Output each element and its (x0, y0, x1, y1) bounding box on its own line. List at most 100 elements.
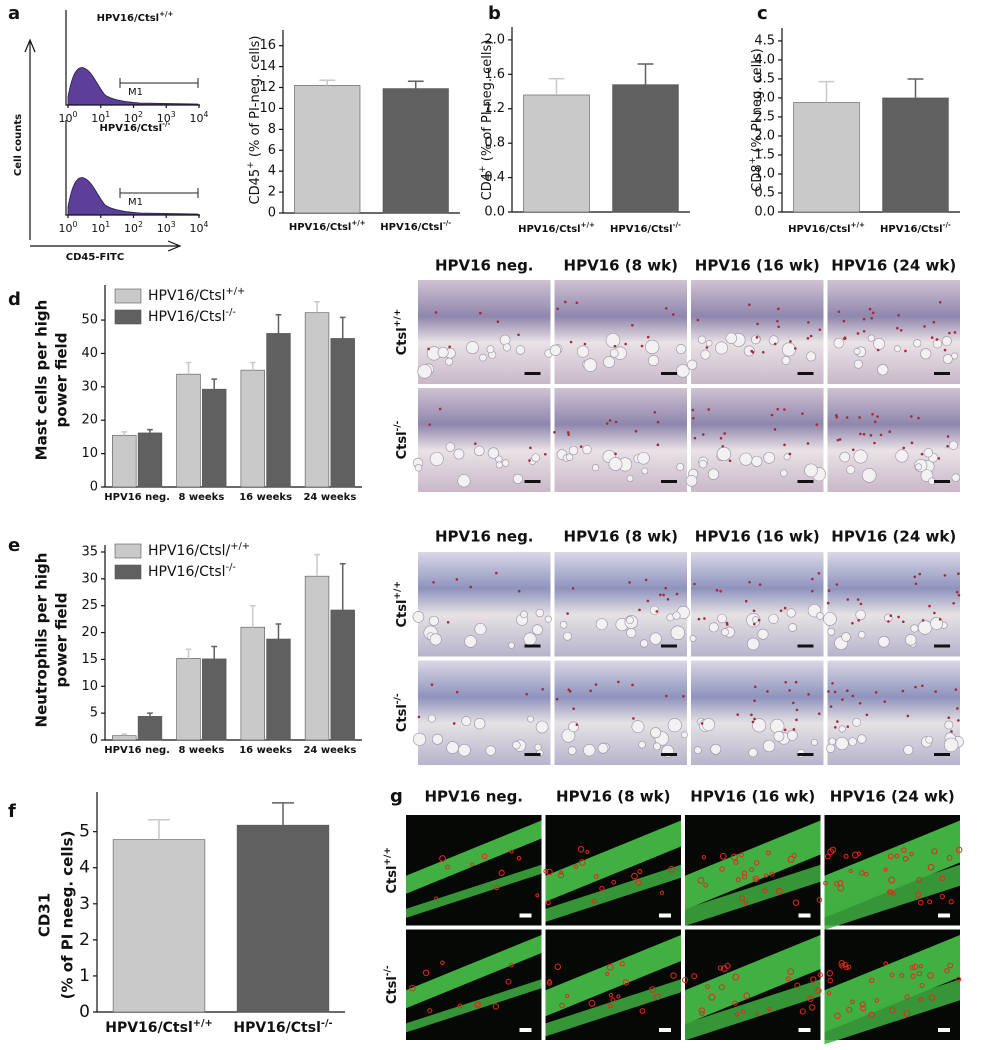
vessel (732, 973, 740, 981)
vessel (809, 1004, 816, 1011)
stained-cell (901, 689, 905, 693)
x-tick-label-text: HPV16/Ctsl (289, 222, 352, 233)
stained-cell (843, 336, 847, 339)
stained-cell (452, 722, 456, 725)
panel-letter: d (8, 289, 21, 310)
fat-cell (786, 608, 796, 618)
vessel (869, 977, 875, 984)
y-tick-label: 25 (81, 598, 98, 613)
stained-cell (715, 588, 719, 592)
y-tick-label: 1.2 (484, 101, 505, 116)
stained-cell (693, 582, 696, 586)
vessel (578, 859, 586, 866)
panel-letter: g (390, 786, 403, 807)
stained-cell (757, 618, 761, 622)
fat-cell (445, 442, 456, 452)
vessel (573, 864, 579, 869)
legend-label-sup: +/+ (226, 286, 246, 297)
vessel (817, 972, 823, 978)
vessel (611, 879, 617, 885)
stained-cell (697, 617, 701, 621)
x-tick-label: 102 (124, 220, 143, 236)
stained-cell (932, 320, 936, 324)
legend-swatch (114, 309, 142, 325)
fat-cell (431, 733, 443, 745)
fat-cell (567, 746, 577, 755)
stained-cell (469, 585, 473, 589)
stained-cell (758, 583, 762, 586)
fat-cell (773, 730, 785, 742)
fat-cell (739, 452, 753, 466)
y-label: Neutrophils per high (33, 553, 51, 728)
vessel (826, 991, 832, 996)
column-header: HPV16 (8 wk) (564, 257, 678, 275)
stained-cell (430, 683, 434, 687)
vessel (558, 872, 565, 879)
row-label-sup: +/+ (383, 847, 393, 866)
vessel (743, 900, 749, 906)
vessel (931, 848, 938, 855)
fat-cell (576, 345, 590, 358)
x-tick-label: HPV16/Ctsl-/- (880, 221, 951, 235)
vessel (565, 993, 570, 999)
vessel (691, 973, 698, 980)
y-label: CD8+ (% PI neg. cells) (748, 48, 765, 191)
scale-bar (934, 480, 950, 483)
stained-cell (569, 340, 573, 344)
fat-cell (479, 353, 487, 362)
stained-cell (920, 452, 924, 456)
stained-cell (917, 416, 920, 420)
vessel (918, 963, 923, 969)
fat-cell (910, 624, 919, 633)
stained-cell (544, 452, 547, 456)
stained-cell (846, 598, 850, 601)
micrograph (554, 388, 687, 492)
column-header: HPV16 (16 wk) (695, 257, 820, 275)
stained-cell (566, 612, 569, 615)
vessel (810, 976, 817, 983)
error-bar (147, 712, 153, 717)
fat-cell (544, 615, 552, 623)
x-tick-label-sup: -/- (443, 219, 451, 227)
fat-cell (474, 445, 485, 457)
stained-cell (751, 351, 755, 354)
vessel (787, 968, 795, 975)
fat-cell (486, 345, 495, 354)
vessel (842, 961, 848, 968)
stained-cell (896, 326, 899, 330)
error-bar (314, 553, 320, 577)
legend-label-text: HPV16/Ctsl (148, 564, 226, 580)
fat-cell (725, 332, 737, 344)
stained-cell (858, 701, 862, 705)
x-tick-label: 102 (124, 110, 143, 126)
y-tick-label: 3 (79, 894, 90, 914)
stained-cell (809, 334, 813, 338)
stained-cell (806, 337, 810, 340)
y-label: CD4+ (% of PI-neg. cells) (478, 40, 495, 201)
fat-cell (597, 743, 609, 754)
y-tick-label: 16 (259, 38, 276, 53)
fat-cell (676, 364, 690, 378)
vessel (701, 855, 707, 860)
micrograph (418, 280, 551, 384)
stained-cell (836, 720, 839, 723)
stained-cell (913, 575, 917, 579)
x-tick-label: 104 (190, 220, 209, 236)
fat-cell (685, 475, 698, 487)
row-label: Ctsl+/+ (393, 581, 410, 628)
vessel (535, 893, 540, 898)
x-tick-label-sup: 4 (204, 220, 209, 229)
stained-cell (859, 602, 863, 606)
fat-cell (591, 464, 600, 472)
vessel (445, 864, 451, 870)
bar (202, 658, 227, 741)
stained-cell (858, 416, 861, 419)
column-header: HPV16 (24 wk) (831, 528, 956, 546)
y-label-text: CD45 (248, 169, 263, 205)
y-tick-label: 12 (259, 80, 276, 95)
stained-cell (783, 408, 786, 411)
vessel (705, 984, 710, 989)
error-bar (185, 648, 192, 659)
vessel (846, 964, 852, 970)
